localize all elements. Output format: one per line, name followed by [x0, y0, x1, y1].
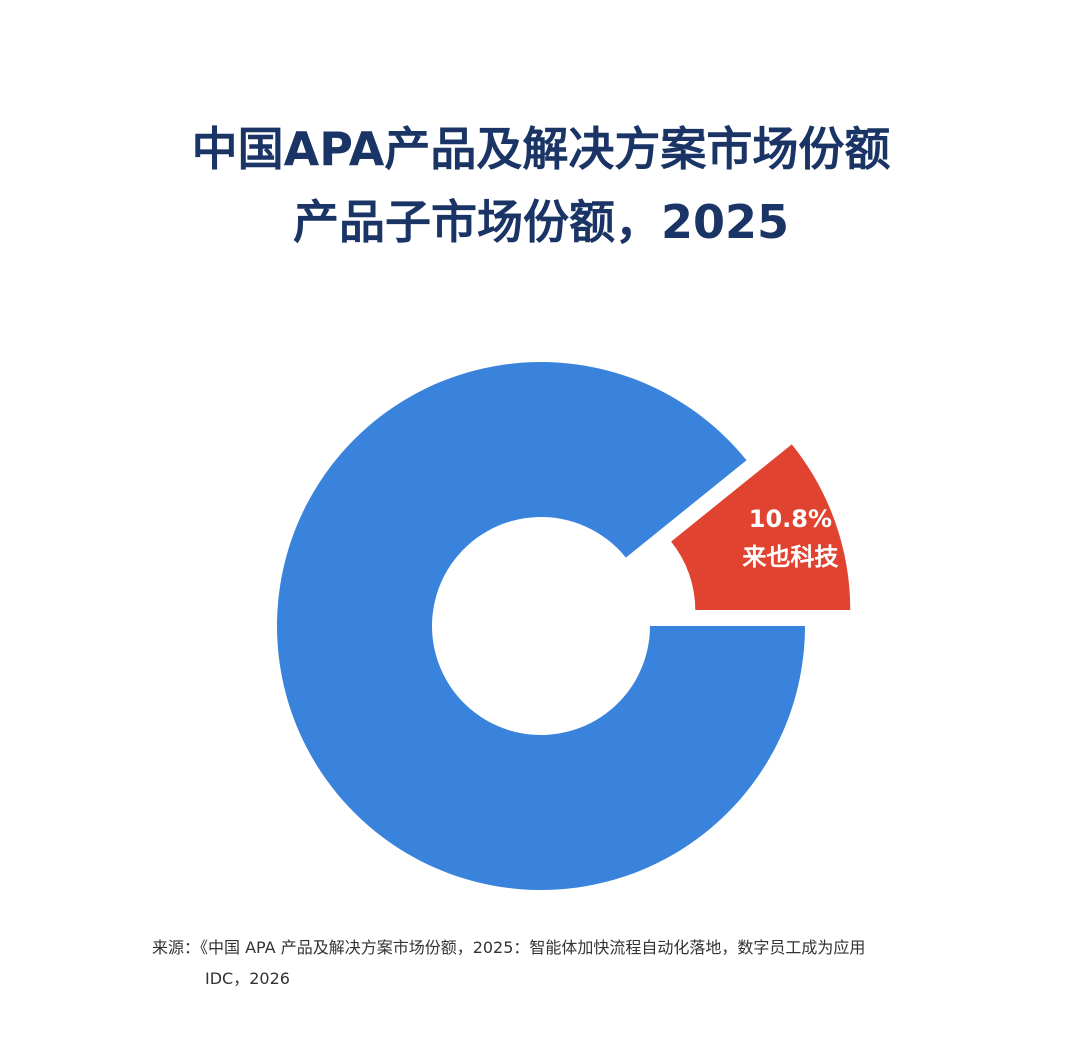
donut: 10.8% 来也科技 — [277, 362, 851, 891]
chart-subtitle: 产品子市场份额，2025 — [293, 195, 789, 249]
source-note: IDC，2026 — [205, 969, 290, 988]
slice — [671, 444, 851, 611]
slice — [277, 362, 805, 891]
chart-title: 中国APA产品及解决方案市场份额 — [192, 122, 891, 176]
slice-value-label: 10.8% — [749, 505, 832, 533]
source-note: 来源：《中国 APA 产品及解决方案市场份额，2025：智能体加快流程自动化落地… — [152, 938, 865, 957]
slice-category-label: 来也科技 — [742, 543, 839, 571]
